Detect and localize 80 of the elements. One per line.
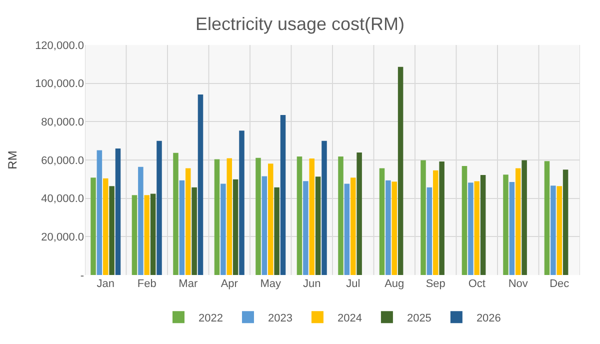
x-tick-label: Oct bbox=[468, 278, 486, 290]
bar bbox=[356, 152, 362, 275]
bar bbox=[550, 186, 556, 275]
chart-title: Electricity usage cost(RM) bbox=[195, 14, 405, 34]
bar bbox=[544, 161, 550, 275]
x-tick-label: Jun bbox=[303, 278, 321, 290]
bar bbox=[296, 156, 302, 275]
bar bbox=[173, 152, 178, 275]
bar bbox=[239, 130, 244, 275]
bar bbox=[338, 156, 344, 275]
bar bbox=[322, 140, 327, 275]
bar bbox=[480, 174, 486, 275]
bar bbox=[462, 166, 468, 275]
bar bbox=[96, 150, 102, 275]
bar bbox=[186, 168, 191, 275]
y-tick-label: 100,000.0 bbox=[35, 78, 84, 90]
bar bbox=[350, 178, 356, 275]
bar bbox=[192, 187, 197, 275]
x-tick-label: Mar bbox=[178, 278, 198, 290]
bar bbox=[509, 182, 515, 275]
bar bbox=[150, 194, 156, 275]
bar bbox=[562, 170, 568, 275]
x-tick-label: Aug bbox=[384, 278, 404, 290]
bar bbox=[503, 174, 508, 275]
x-tick-label: Dec bbox=[550, 278, 570, 290]
bar bbox=[474, 181, 480, 275]
bar bbox=[392, 182, 397, 275]
bar bbox=[132, 195, 138, 275]
x-tick-label: Feb bbox=[137, 278, 156, 290]
y-axis-title: RM bbox=[5, 150, 20, 170]
bar bbox=[468, 182, 474, 275]
bar bbox=[156, 140, 162, 275]
x-tick-label: Nov bbox=[508, 278, 528, 290]
bar bbox=[144, 195, 150, 275]
bar bbox=[379, 168, 385, 275]
bar bbox=[262, 176, 268, 275]
bar bbox=[198, 94, 204, 275]
bar bbox=[220, 184, 226, 275]
bar bbox=[344, 184, 350, 275]
y-tick-label: 40,000.0 bbox=[41, 193, 84, 206]
bar bbox=[398, 66, 404, 275]
y-tick-label: 60,000.0 bbox=[41, 154, 84, 167]
bar bbox=[420, 160, 426, 275]
bar bbox=[90, 178, 96, 275]
legend-label: 2025 bbox=[406, 312, 432, 324]
bar bbox=[226, 158, 232, 275]
bar bbox=[303, 181, 308, 275]
bar bbox=[426, 187, 432, 275]
bar bbox=[315, 176, 321, 275]
bar bbox=[103, 178, 108, 275]
bar bbox=[138, 166, 144, 275]
x-tick-label: Jan bbox=[96, 278, 115, 290]
legend-label: 2022 bbox=[198, 312, 223, 324]
bar bbox=[274, 187, 280, 275]
bar bbox=[214, 159, 220, 275]
x-tick-label: Jul bbox=[346, 278, 360, 290]
bar bbox=[556, 186, 562, 275]
x-tick-label: Apr bbox=[220, 278, 238, 290]
bar bbox=[115, 148, 121, 275]
bar bbox=[179, 180, 185, 275]
bar bbox=[439, 162, 444, 275]
y-tick-label: 120,000.0 bbox=[35, 40, 84, 52]
legend-label: 2024 bbox=[337, 312, 362, 324]
bar bbox=[386, 180, 391, 275]
legend-label: 2023 bbox=[268, 312, 292, 324]
bar bbox=[516, 168, 521, 275]
legend-label: 2026 bbox=[476, 312, 501, 324]
bar bbox=[280, 114, 286, 275]
y-tick-label: 80,000.0 bbox=[41, 116, 84, 129]
y-tick-label: 20,000.0 bbox=[41, 232, 84, 244]
bar bbox=[433, 170, 438, 275]
bar bbox=[109, 186, 114, 275]
bar bbox=[256, 158, 261, 275]
y-tick-label: - bbox=[80, 270, 84, 282]
x-tick-label: May bbox=[260, 278, 282, 290]
bar bbox=[232, 179, 238, 275]
bar bbox=[268, 164, 274, 275]
x-tick-label: Sep bbox=[426, 278, 446, 290]
bar bbox=[309, 158, 314, 275]
bar bbox=[522, 160, 527, 275]
